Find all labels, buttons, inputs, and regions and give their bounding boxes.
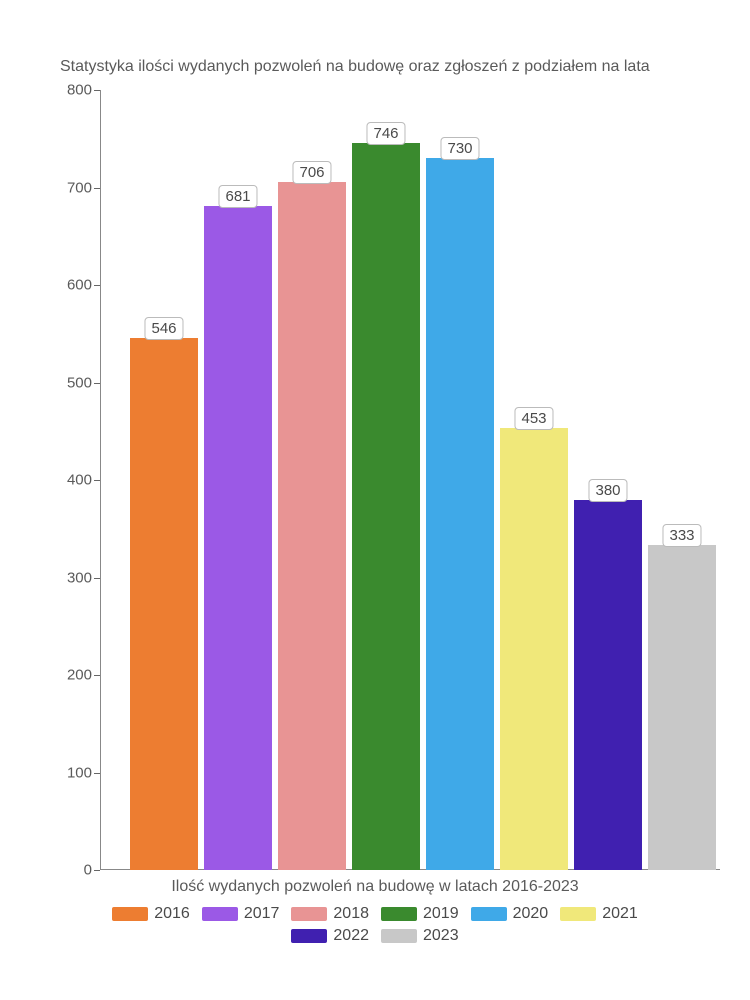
legend-item-2023: 2023 xyxy=(381,927,459,945)
legend-label: 2016 xyxy=(154,905,190,923)
y-tick-label: 500 xyxy=(67,374,92,391)
legend-label: 2022 xyxy=(333,927,369,945)
y-tick-mark xyxy=(94,675,100,676)
legend-swatch xyxy=(112,907,148,921)
y-tick-label: 200 xyxy=(67,667,92,684)
data-label-2018: 706 xyxy=(292,161,331,184)
legend-swatch xyxy=(291,929,327,943)
legend: 2016 2017 2018 2019 2020 2021 2022 2023 xyxy=(0,905,750,949)
legend-item-2021: 2021 xyxy=(560,905,638,923)
legend-item-2022: 2022 xyxy=(291,927,369,945)
data-label-2017: 681 xyxy=(218,185,257,208)
y-tick-mark xyxy=(94,870,100,871)
legend-item-2017: 2017 xyxy=(202,905,280,923)
bar-2020 xyxy=(426,158,494,870)
y-tick-label: 0 xyxy=(84,862,92,879)
bar-2023 xyxy=(648,545,716,870)
legend-item-2019: 2019 xyxy=(381,905,459,923)
bar-2016 xyxy=(130,338,198,870)
bar-2019 xyxy=(352,143,420,870)
y-tick-label: 600 xyxy=(67,277,92,294)
legend-item-2018: 2018 xyxy=(291,905,369,923)
y-tick-mark xyxy=(94,383,100,384)
bar-2021 xyxy=(500,428,568,870)
legend-label: 2019 xyxy=(423,905,459,923)
data-label-2019: 746 xyxy=(366,122,405,145)
data-label-2020: 730 xyxy=(440,137,479,160)
legend-swatch xyxy=(202,907,238,921)
legend-label: 2018 xyxy=(333,905,369,923)
y-tick-mark xyxy=(94,578,100,579)
bar-2018 xyxy=(278,182,346,870)
legend-swatch xyxy=(560,907,596,921)
bar-2022 xyxy=(574,500,642,871)
bar-2017 xyxy=(204,206,272,870)
y-tick-mark xyxy=(94,773,100,774)
y-tick-mark xyxy=(94,90,100,91)
y-tick-mark xyxy=(94,188,100,189)
x-axis-label: Ilość wydanych pozwoleń na budowę w lata… xyxy=(0,878,750,896)
y-tick-label: 700 xyxy=(67,179,92,196)
data-label-2023: 333 xyxy=(662,524,701,547)
plot-area: 546 681 706 746 730 453 380 333 xyxy=(100,90,720,870)
y-tick-label: 100 xyxy=(67,764,92,781)
data-label-2016: 546 xyxy=(144,317,183,340)
y-tick-label: 800 xyxy=(67,82,92,99)
y-tick-label: 300 xyxy=(67,569,92,586)
y-tick-mark xyxy=(94,285,100,286)
legend-item-2020: 2020 xyxy=(471,905,549,923)
data-label-2021: 453 xyxy=(514,407,553,430)
legend-swatch xyxy=(471,907,507,921)
legend-label: 2017 xyxy=(244,905,280,923)
legend-swatch xyxy=(381,907,417,921)
legend-label: 2021 xyxy=(602,905,638,923)
y-tick-label: 400 xyxy=(67,472,92,489)
chart-title: Statystyka ilości wydanych pozwoleń na b… xyxy=(60,58,650,76)
legend-label: 2020 xyxy=(513,905,549,923)
chart-container: 0100200300400500600700800 54668170674673… xyxy=(100,90,720,870)
y-tick-mark xyxy=(94,480,100,481)
legend-swatch xyxy=(291,907,327,921)
legend-label: 2023 xyxy=(423,927,459,945)
legend-row: 2016 2017 2018 2019 2020 2021 xyxy=(0,905,750,923)
legend-swatch xyxy=(381,929,417,943)
data-label-2022: 380 xyxy=(588,479,627,502)
legend-row: 2022 2023 xyxy=(0,927,750,945)
legend-item-2016: 2016 xyxy=(112,905,190,923)
